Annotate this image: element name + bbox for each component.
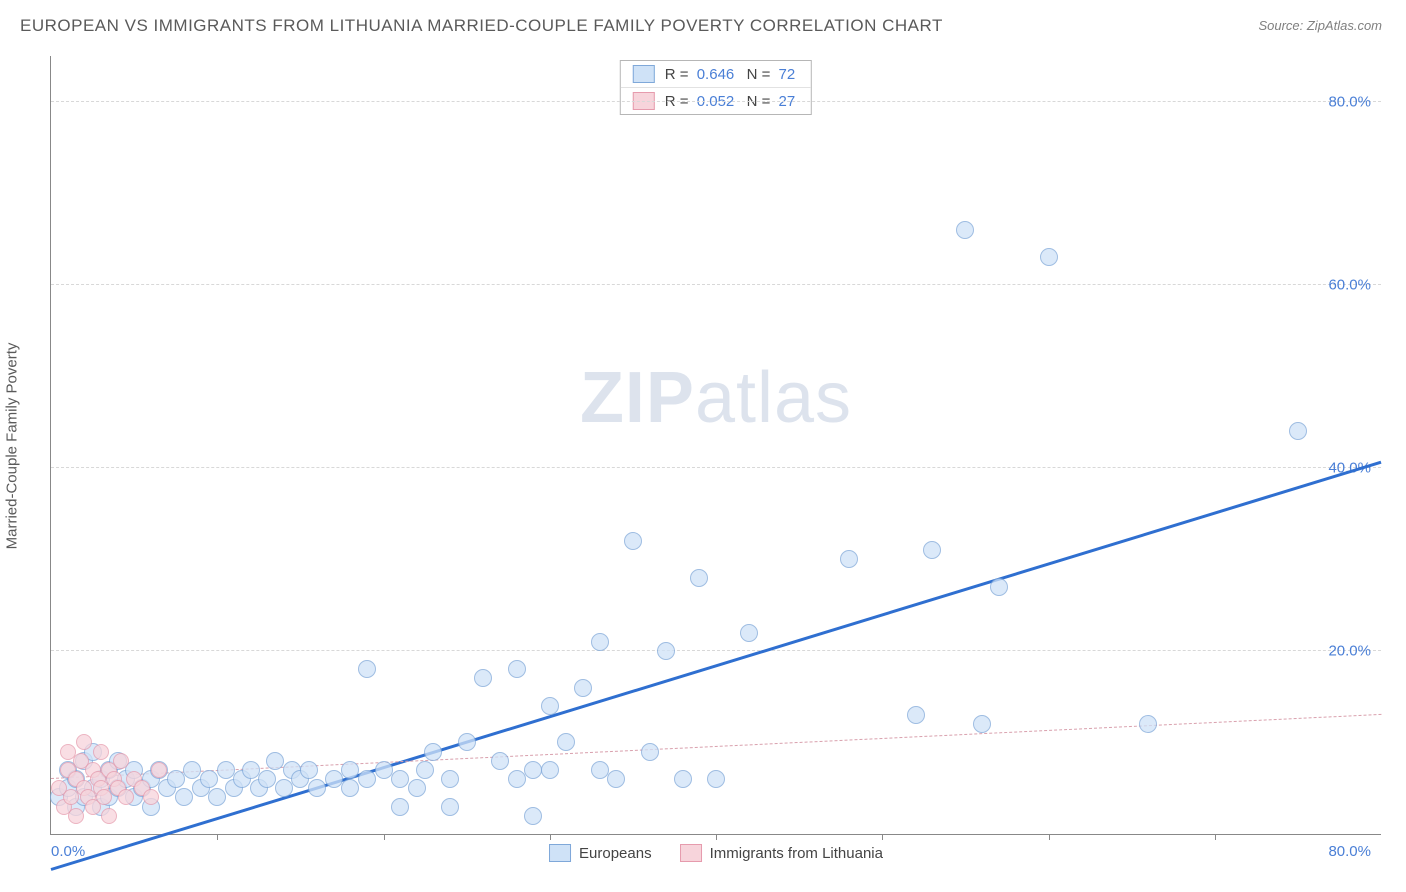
data-point (591, 633, 609, 651)
data-point (690, 569, 708, 587)
legend-item-europeans: Europeans (549, 844, 652, 862)
data-point (266, 752, 284, 770)
data-point (990, 578, 1008, 596)
data-point (624, 532, 642, 550)
y-tick-label: 60.0% (1328, 276, 1371, 293)
data-point (591, 761, 609, 779)
data-point (641, 743, 659, 761)
data-point (541, 761, 559, 779)
data-point (113, 753, 129, 769)
data-point (68, 808, 84, 824)
data-point (300, 761, 318, 779)
data-point (391, 770, 409, 788)
data-point (308, 779, 326, 797)
x-tick (217, 834, 218, 840)
y-axis-label: Married-Couple Family Poverty (4, 343, 21, 550)
plot-area: ZIPatlas R = 0.646 N = 72 R = 0.052 N = … (50, 56, 1381, 835)
legend-label: Immigrants from Lithuania (710, 845, 883, 862)
data-point (358, 660, 376, 678)
data-point (217, 761, 235, 779)
gridline (51, 101, 1381, 102)
data-point (408, 779, 426, 797)
data-point (973, 715, 991, 733)
legend-item-lithuania: Immigrants from Lithuania (680, 844, 883, 862)
x-axis-min-label: 0.0% (51, 843, 85, 860)
data-point (375, 761, 393, 779)
data-point (574, 679, 592, 697)
y-tick-label: 20.0% (1328, 642, 1371, 659)
data-point (341, 761, 359, 779)
data-point (740, 624, 758, 642)
chart-title: EUROPEAN VS IMMIGRANTS FROM LITHUANIA MA… (20, 16, 943, 36)
legend-stats-row: R = 0.646 N = 72 (621, 61, 811, 87)
gridline (51, 467, 1381, 468)
data-point (391, 798, 409, 816)
data-point (840, 550, 858, 568)
data-point (118, 789, 134, 805)
data-point (175, 788, 193, 806)
regression-line (51, 460, 1382, 870)
data-point (956, 221, 974, 239)
data-point (416, 761, 434, 779)
data-point (508, 660, 526, 678)
gridline (51, 284, 1381, 285)
data-point (258, 770, 276, 788)
data-point (607, 770, 625, 788)
legend-stats: R = 0.646 N = 72 R = 0.052 N = 27 (620, 60, 812, 115)
data-point (674, 770, 692, 788)
data-point (524, 807, 542, 825)
data-point (1040, 248, 1058, 266)
x-tick (716, 834, 717, 840)
data-point (541, 697, 559, 715)
data-point (76, 734, 92, 750)
data-point (167, 770, 185, 788)
data-point (907, 706, 925, 724)
x-tick (882, 834, 883, 840)
legend-swatch-europeans (549, 844, 571, 862)
legend-swatch-europeans (633, 65, 655, 83)
data-point (101, 808, 117, 824)
legend-r-text: R = 0.646 N = 72 (665, 66, 799, 83)
data-point (325, 770, 343, 788)
data-point (151, 762, 167, 778)
data-point (524, 761, 542, 779)
legend-swatch-lithuania (680, 844, 702, 862)
watermark: ZIPatlas (580, 357, 852, 439)
legend-label: Europeans (579, 845, 652, 862)
data-point (923, 541, 941, 559)
gridline (51, 650, 1381, 651)
x-tick (1049, 834, 1050, 840)
x-tick (1215, 834, 1216, 840)
data-point (508, 770, 526, 788)
data-point (200, 770, 218, 788)
data-point (441, 798, 459, 816)
legend-bottom: Europeans Immigrants from Lithuania (549, 844, 883, 862)
y-tick-label: 80.0% (1328, 93, 1371, 110)
data-point (707, 770, 725, 788)
data-point (341, 779, 359, 797)
data-point (143, 789, 159, 805)
source-attribution: Source: ZipAtlas.com (1258, 18, 1382, 33)
data-point (474, 669, 492, 687)
data-point (424, 743, 442, 761)
data-point (358, 770, 376, 788)
data-point (557, 733, 575, 751)
x-axis-max-label: 80.0% (1328, 843, 1371, 860)
data-point (208, 788, 226, 806)
data-point (275, 779, 293, 797)
data-point (657, 642, 675, 660)
x-tick (384, 834, 385, 840)
data-point (93, 744, 109, 760)
data-point (183, 761, 201, 779)
data-point (1289, 422, 1307, 440)
data-point (242, 761, 260, 779)
data-point (1139, 715, 1157, 733)
data-point (441, 770, 459, 788)
x-tick (550, 834, 551, 840)
data-point (491, 752, 509, 770)
data-point (458, 733, 476, 751)
